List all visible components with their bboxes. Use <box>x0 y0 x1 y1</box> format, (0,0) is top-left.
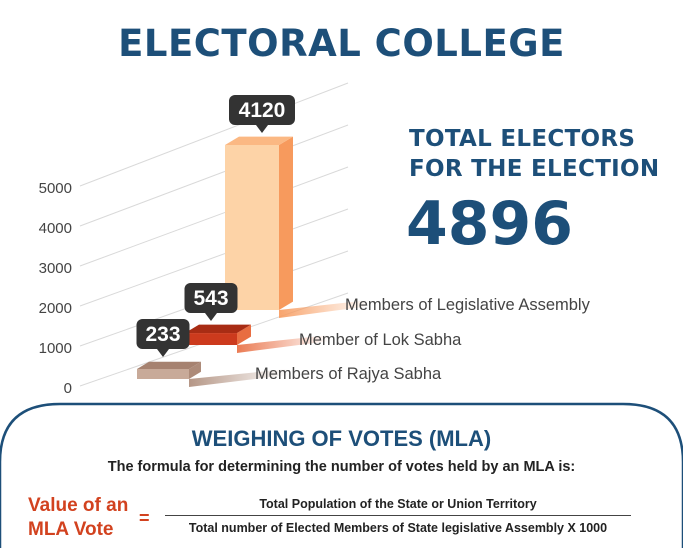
bar-side <box>189 361 201 379</box>
weighing-title: WEIGHING OF VOTES (MLA) <box>191 426 492 451</box>
y-tick-label: 2000 <box>39 300 72 317</box>
chart-bars: 4120 Members of Legislative Assembly 543 Me… <box>136 95 591 387</box>
bar-front <box>185 333 237 345</box>
bar-ribbon <box>189 369 288 387</box>
value-callout <box>229 95 295 125</box>
y-tick-label: 5000 <box>39 180 72 197</box>
bar-1: 543 Member of Lok Sabha <box>184 283 462 353</box>
bar-2: 233 Members of Rajya Sabha <box>136 319 442 387</box>
value-callout <box>136 319 190 349</box>
formula-equals: = <box>139 508 150 528</box>
gridline-4000 <box>79 124 349 227</box>
total-electors-label: TOTAL ELECTORS FOR THE ELECTION <box>409 124 679 184</box>
bar-front <box>137 369 189 379</box>
bar-side <box>279 136 293 310</box>
y-tick-label: 4000 <box>39 220 72 237</box>
bar-side <box>237 324 251 345</box>
gridline-5000 <box>79 82 349 187</box>
value-label: 233 <box>145 323 180 346</box>
bar-chart: 0 1000 2000 3000 4000 5000 4120 Members of Leg… <box>39 82 591 397</box>
total-electors-value: 4896 <box>406 189 573 259</box>
value-label: 4120 <box>239 99 286 122</box>
panel-curve-border <box>0 402 683 548</box>
formula-denominator: Total number of Elected Members of State… <box>188 521 608 535</box>
bar-top <box>185 324 251 334</box>
bar-front <box>225 145 279 310</box>
y-tick-label: 3000 <box>39 260 72 277</box>
formula-fraction-line <box>165 515 631 516</box>
total-electors-label-line1: TOTAL ELECTORS <box>409 126 636 152</box>
formula-lhs-line1: Value of an <box>28 495 129 516</box>
weighing-panel: WEIGHING OF VOTES (MLA) The formula for … <box>0 402 683 548</box>
y-tick-label: 0 <box>64 380 72 397</box>
formula-lhs: Value of an MLA Vote <box>28 494 138 542</box>
y-axis-ticks: 0 1000 2000 3000 4000 5000 <box>39 180 72 397</box>
callout-pointer <box>256 125 268 133</box>
gridline-2000 <box>79 208 349 307</box>
gridline-3000 <box>79 166 349 267</box>
bar-ribbon <box>279 300 370 318</box>
page-title: ELECTORAL COLLEGE <box>118 22 565 65</box>
category-label: Members of Rajya Sabha <box>255 365 442 383</box>
callout-pointer <box>157 349 169 357</box>
bar-top <box>225 136 293 145</box>
callout-pointer <box>205 313 217 322</box>
bar-ribbon <box>237 335 330 353</box>
bar-top <box>137 361 201 369</box>
category-label: Members of Legislative Assembly <box>345 296 591 314</box>
formula-lhs-line2: MLA Vote <box>28 519 114 540</box>
formula-numerator: Total Population of the State or Union T… <box>259 497 537 511</box>
bar-0: 4120 Members of Legislative Assembly <box>225 95 591 318</box>
value-callout <box>184 283 238 314</box>
category-label: Member of Lok Sabha <box>299 331 462 349</box>
formula-intro: The formula for determining the number o… <box>107 459 576 475</box>
y-tick-label: 1000 <box>39 340 72 357</box>
value-label: 543 <box>193 287 228 310</box>
total-electors-label-line2: FOR THE ELECTION <box>409 156 660 182</box>
